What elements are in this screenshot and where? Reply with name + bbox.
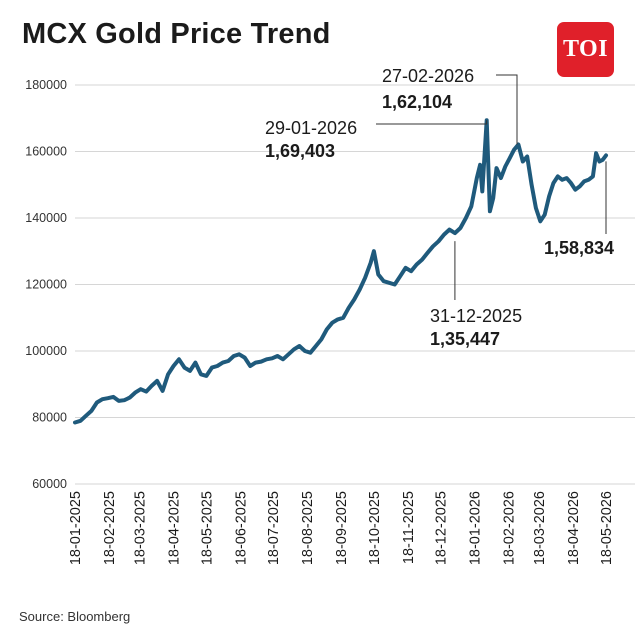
- annotation-date: 29-01-2026: [265, 118, 357, 138]
- x-tick-label: 18-12-2025: [434, 491, 450, 565]
- annotation-layer: 27-02-2026 1,62,104 29-01-2026 1,69,403 31-1…: [265, 66, 614, 349]
- x-tick-label: 18-02-2026: [502, 491, 518, 565]
- x-tick-label: 18-04-2026: [566, 491, 582, 565]
- x-tick-label: 18-04-2025: [167, 491, 183, 565]
- annotation-value: 1,58,834: [544, 238, 614, 258]
- x-tick-label: 18-07-2025: [266, 491, 282, 565]
- annotation-date: 27-02-2026: [382, 66, 474, 86]
- x-tick-label: 18-01-2025: [68, 491, 84, 565]
- x-tick-label: 18-09-2025: [334, 491, 350, 565]
- x-tick-label: 18-08-2025: [300, 491, 316, 565]
- x-tick-label: 18-05-2025: [199, 491, 215, 565]
- y-axis-ticks: 180000 160000 140000 120000 100000 80000 60000: [25, 78, 67, 491]
- x-tick-label: 18-11-2025: [401, 491, 417, 564]
- source-note: Source: Bloomberg: [19, 609, 131, 624]
- annotation-value: 1,69,403: [265, 141, 335, 161]
- line-chart: 180000 160000 140000 120000 100000 80000 60000…: [25, 66, 635, 565]
- x-tick-label: 18-03-2026: [532, 491, 548, 565]
- annotation-date: 31-12-2025: [430, 306, 522, 326]
- x-tick-label: 18-06-2025: [233, 491, 249, 565]
- x-tick-label: 18-10-2025: [367, 491, 383, 565]
- x-tick-label: 18-05-2026: [599, 491, 615, 565]
- y-tick-label: 140000: [25, 211, 67, 225]
- annotation-leader: [496, 74, 518, 145]
- x-tick-label: 18-01-2026: [468, 491, 484, 565]
- x-tick-label: 18-03-2025: [133, 491, 149, 565]
- y-tick-label: 60000: [32, 477, 67, 491]
- annotation-value: 1,62,104: [382, 92, 452, 112]
- series-layer: [73, 118, 608, 425]
- toi-logo: TOI: [557, 22, 614, 77]
- grid-layer: [75, 84, 635, 485]
- x-tick-label: 18-02-2025: [102, 491, 118, 565]
- y-tick-label: 180000: [25, 78, 67, 92]
- y-tick-label: 120000: [25, 278, 67, 292]
- y-tick-label: 160000: [25, 145, 67, 159]
- annotation-value: 1,35,447: [430, 329, 500, 349]
- y-tick-label: 100000: [25, 344, 67, 358]
- x-axis-ticks: 18-01-2025 18-02-2025 18-03-2025 18-04-2025…: [68, 491, 615, 565]
- price-series-line: [73, 118, 608, 425]
- chart-title: MCX Gold Price Trend: [22, 18, 331, 50]
- y-tick-label: 80000: [32, 411, 67, 425]
- annotation-leader: [376, 120, 488, 125]
